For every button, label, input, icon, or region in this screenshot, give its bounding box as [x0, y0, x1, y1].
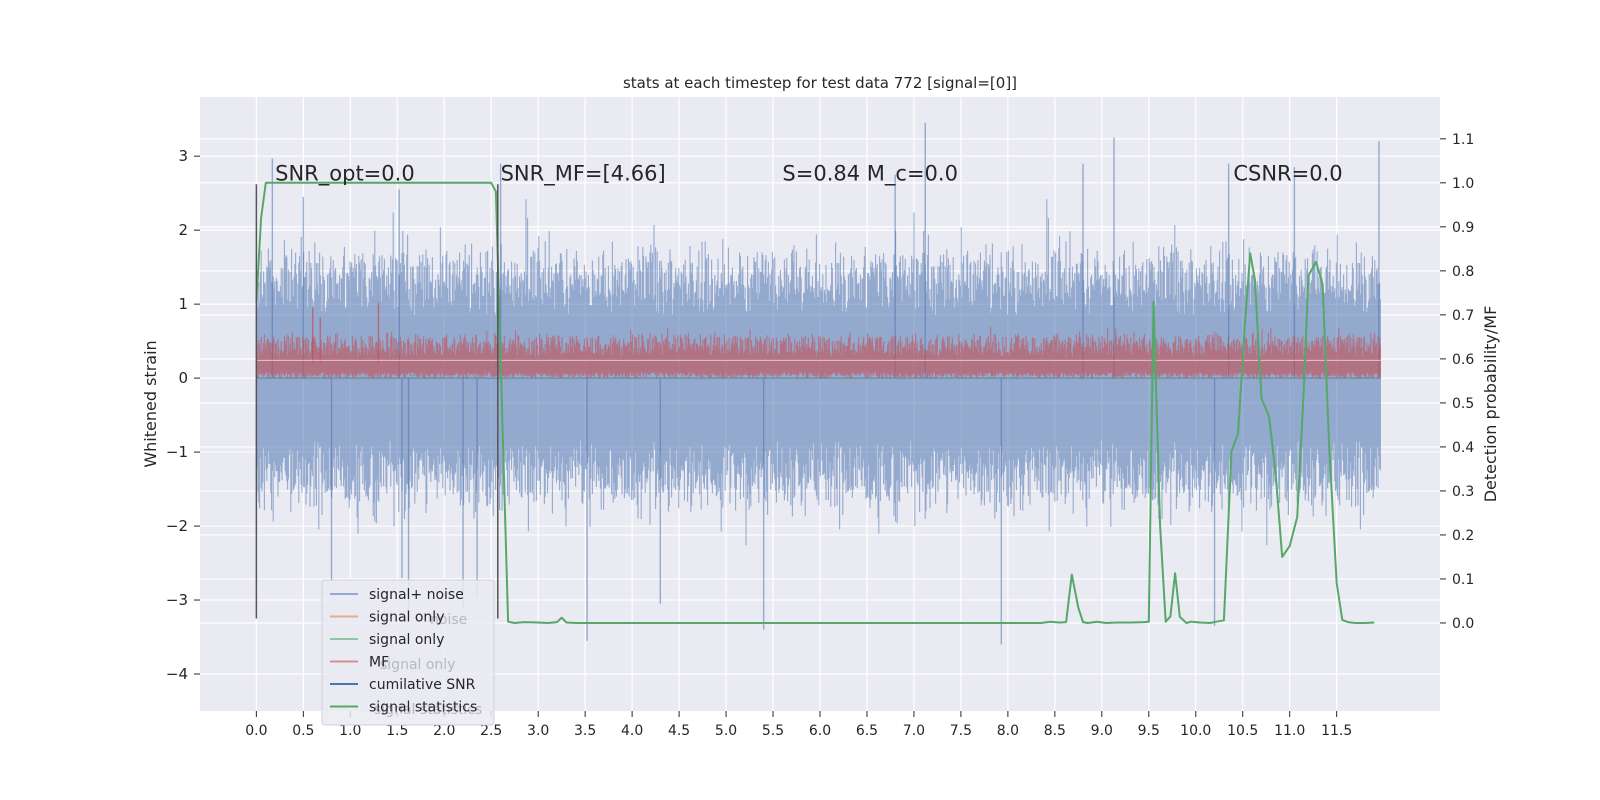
x-tick-label: 9.0: [1091, 723, 1113, 739]
x-tick-label: 10.0: [1180, 723, 1211, 739]
right-axis-ticks: 0.0 0.1 0.2 0.3 0.4 0.5 0.6 0.7 0.8 0.9 1.0 1.1: [1440, 132, 1474, 632]
chart-title: stats at each timestep for test data 772…: [623, 74, 1017, 92]
y-left-tick-label: −1: [166, 443, 188, 461]
legend-label: signal only: [369, 610, 444, 626]
annotation: SNR_opt=0.0: [275, 162, 415, 187]
x-tick-label: 3.0: [527, 723, 549, 739]
y-right-tick-label: 0.0: [1452, 616, 1474, 632]
series-signal-statistics: [255, 181, 1375, 624]
x-tick-label: 1.0: [339, 723, 361, 739]
x-tick-label: 7.5: [950, 723, 972, 739]
x-axis-ticks: 0.0 0.5 1.0 1.5 2.0 2.5 3.0 3.5 4.0 4.5 5.0 5.5 6.0 6…: [245, 711, 1352, 739]
annotation: SNR_MF=[4.66]: [501, 162, 666, 187]
y-left-tick-label: 3: [178, 147, 188, 165]
x-tick-label: 9.5: [1138, 723, 1160, 739]
left-axis-label: Whitened strain: [141, 340, 160, 467]
signal-statistics-line: [255, 181, 1375, 624]
y-left-tick-label: 1: [178, 295, 188, 313]
x-tick-label: 8.5: [1044, 723, 1066, 739]
y-right-tick-label: 0.6: [1452, 352, 1474, 368]
y-left-tick-label: −4: [166, 665, 188, 683]
x-tick-label: 8.0: [997, 723, 1019, 739]
y-right-tick-label: 1.0: [1452, 176, 1474, 192]
y-right-tick-label: 1.1: [1452, 132, 1474, 148]
x-tick-label: 11.5: [1321, 723, 1352, 739]
y-right-tick-label: 0.1: [1452, 572, 1474, 588]
y-right-tick-label: 0.2: [1452, 528, 1474, 544]
y-right-tick-label: 0.7: [1452, 308, 1474, 324]
y-left-tick-label: 0: [178, 369, 188, 387]
x-tick-label: 10.5: [1227, 723, 1258, 739]
y-left-tick-label: 2: [178, 221, 188, 239]
x-tick-label: 4.0: [621, 723, 643, 739]
legend-ghost-label: signal only: [380, 657, 455, 673]
x-tick-label: 2.5: [480, 723, 502, 739]
x-tick-label: 2.0: [433, 723, 455, 739]
x-tick-label: 0.0: [245, 723, 267, 739]
x-tick-label: 6.5: [856, 723, 878, 739]
legend-box: [321, 579, 495, 726]
legend-label: MF: [369, 655, 389, 671]
y-right-tick-label: 0.9: [1452, 220, 1474, 236]
x-tick-label: 1.5: [386, 723, 408, 739]
y-right-tick-label: 0.5: [1452, 396, 1474, 412]
x-tick-label: 5.0: [715, 723, 737, 739]
legend-ghost-label: signal statistics: [374, 702, 482, 718]
legend-label: signal statistics: [369, 700, 477, 716]
legend-ghost-label: noise: [430, 612, 467, 628]
series-mf: [255, 302, 1381, 379]
x-tick-label: 7.0: [903, 723, 925, 739]
legend-label: cumilative SNR: [369, 677, 476, 693]
x-tick-label: 11.0: [1274, 723, 1305, 739]
right-axis-label: Detection probability/MF: [1481, 306, 1500, 503]
x-tick-label: 5.5: [762, 723, 784, 739]
vertical-markers: [255, 184, 499, 619]
x-tick-label: 6.0: [809, 723, 831, 739]
left-axis-ticks: −4 −3 −2 −1 0 1 2 3: [166, 147, 200, 683]
x-tick-label: 3.5: [574, 723, 596, 739]
x-tick-label: 4.5: [668, 723, 690, 739]
y-right-tick-label: 0.8: [1452, 264, 1474, 280]
y-right-tick-label: 0.4: [1452, 440, 1474, 456]
annotation: CSNR=0.0: [1233, 162, 1342, 186]
annotations: SNR_opt=0.0 SNR_MF=[4.66] S=0.84 M_c=0.0 CS…: [275, 162, 1342, 187]
x-tick-label: 0.5: [292, 723, 314, 739]
legend-label: signal only: [369, 632, 444, 648]
y-right-tick-label: 0.3: [1452, 484, 1474, 500]
annotation: S=0.84 M_c=0.0: [782, 162, 958, 187]
y-left-tick-label: −3: [166, 591, 188, 609]
legend-label: signal+ noise: [369, 587, 464, 603]
series-layer: [255, 122, 1381, 645]
y-left-tick-label: −2: [166, 517, 188, 535]
